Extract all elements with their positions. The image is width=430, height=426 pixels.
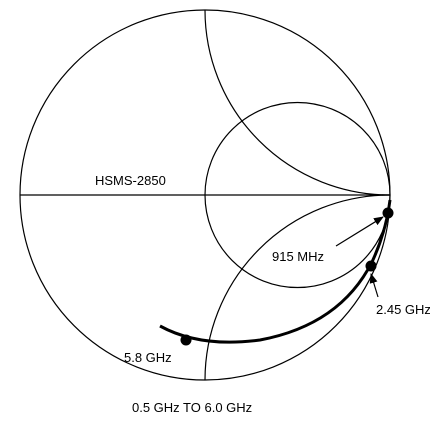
marker-dot — [180, 334, 192, 346]
arrow — [335, 216, 384, 247]
marker-label: 5.8 GHz — [124, 350, 172, 365]
arrow — [369, 273, 379, 298]
impedance-trace — [159, 199, 392, 344]
device-label: HSMS-2850 — [95, 173, 166, 188]
marker-label: 915 MHz — [272, 249, 324, 264]
marker-dot — [365, 260, 377, 272]
caption: 0.5 GHz TO 6.0 GHz — [132, 400, 252, 415]
marker-dot — [382, 207, 394, 219]
reactance-arc-bottom — [204, 194, 391, 381]
reactance-arc-top — [204, 9, 391, 196]
marker-label: 2.45 GHz — [376, 302, 430, 317]
